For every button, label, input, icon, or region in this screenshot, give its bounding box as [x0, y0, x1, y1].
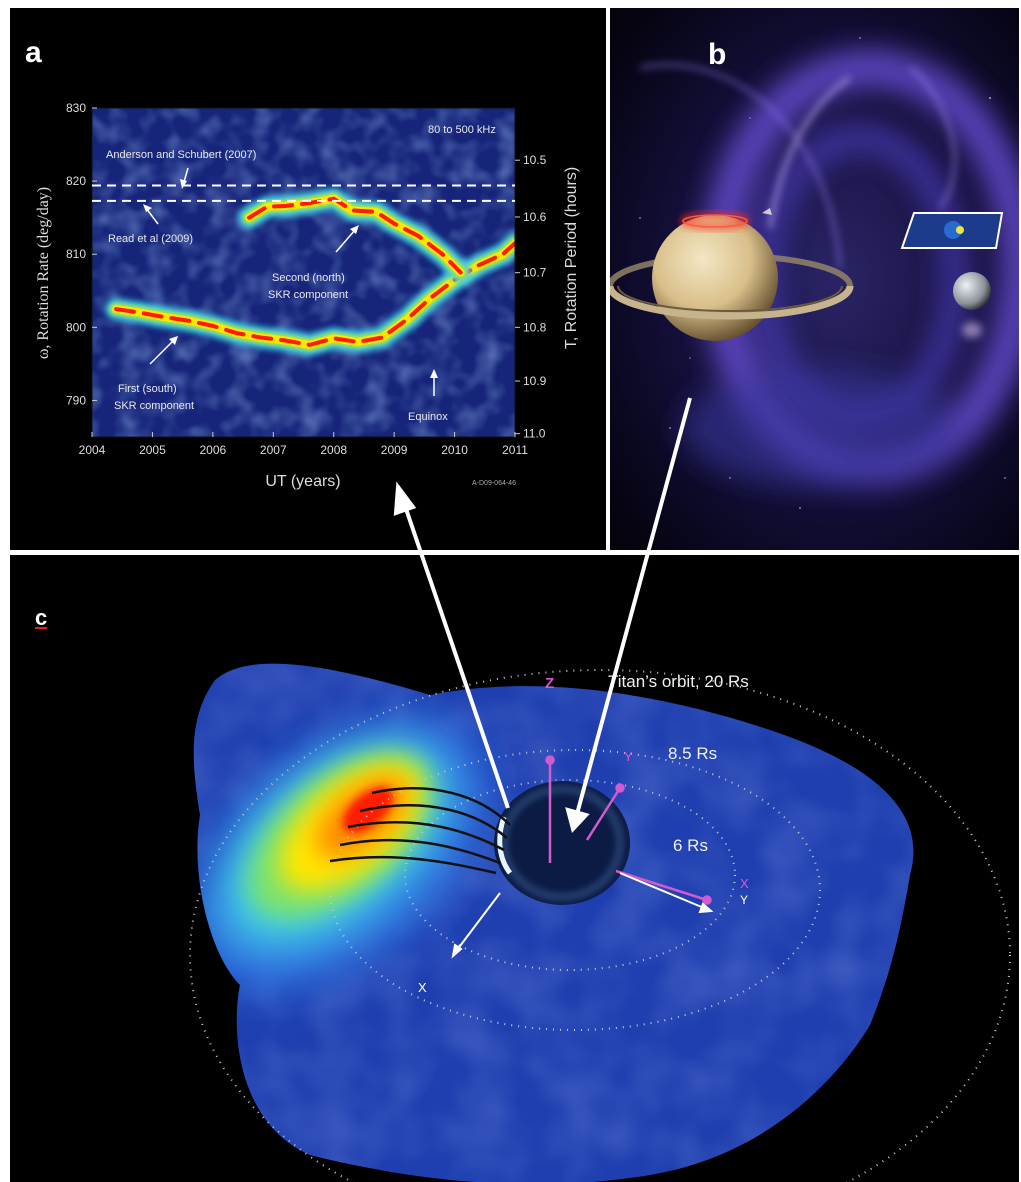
y-right-tick-label: 10.9	[523, 374, 547, 388]
y-tick-label: 790	[66, 393, 86, 407]
x-axis-label: UT (years)	[265, 473, 340, 490]
orbit-20rs	[189, 669, 1011, 1182]
panel-c: Titan’s orbit, 20 Rs 8.5 Rs 6 Rs Z Y X Y…	[10, 555, 1019, 1182]
y-right-tick-label: 10.6	[523, 210, 547, 224]
annotation-equinox: Equinox	[408, 411, 448, 423]
panel-letter-b: b	[708, 38, 727, 71]
y-tick-label: 830	[66, 101, 86, 115]
y-right-axis-label: T, Rotation Period (hours)	[563, 167, 580, 349]
orbit-6rs	[404, 779, 736, 971]
arrow-second	[335, 225, 359, 253]
annotation-first-line1: First (south)	[118, 383, 177, 395]
arrow-equinox	[430, 369, 438, 396]
saturn-illustration	[610, 8, 1019, 550]
annotation-first-line2: SKR component	[114, 400, 194, 412]
moon	[953, 272, 991, 310]
x-tick-label: 2005	[139, 443, 166, 457]
figure-id: A-D09-064-46	[472, 480, 516, 487]
panel-a: a 2004 2005 2006 2007 2008 2009 2010 2011 790 80…	[10, 8, 606, 550]
panel-letter-a: a	[25, 36, 42, 69]
label-8-5rs: 8.5 Rs	[668, 744, 717, 763]
annotation-anderson: Anderson and Schubert (2007)	[106, 149, 256, 161]
orbit-8-5rs	[329, 749, 821, 1031]
skr-bands	[105, 187, 515, 356]
arrow-first	[149, 336, 178, 365]
x-tick-label: 2006	[200, 443, 227, 457]
y-right-tick-label: 10.8	[523, 320, 547, 334]
series-band-2	[238, 187, 472, 284]
label-axis-x-white: X	[418, 980, 427, 995]
spacecraft-icon	[762, 208, 772, 215]
label-axis-x-magenta: X	[740, 876, 749, 891]
saturn-planet	[652, 215, 778, 341]
y-right-tick-label: 10.5	[523, 153, 547, 167]
rotation-rate-chart: 2004 2005 2006 2007 2008 2009 2010 2011 790 800 8…	[35, 101, 580, 490]
saturn-aurora-disk	[494, 781, 630, 905]
annotation-second-line1: Second (north)	[272, 272, 345, 284]
y-right-tick-label: 11.0	[523, 427, 546, 441]
x-tick-label: 2010	[441, 443, 468, 457]
annotation-second-line2: SKR component	[268, 289, 348, 301]
label-6rs: 6 Rs	[673, 836, 708, 855]
panel-letter-c: c	[35, 605, 48, 630]
y-tick-label: 800	[66, 320, 86, 334]
field-lines	[329, 787, 511, 875]
y-right-tick-label: 10.7	[523, 266, 547, 280]
label-axis-z: Z	[545, 675, 554, 692]
annotation-read: Read et al (2009)	[108, 233, 193, 245]
x-tick-label: 2008	[320, 443, 347, 457]
label-titan-orbit: Titan’s orbit, 20 Rs	[608, 672, 749, 691]
y-tick-label: 810	[66, 247, 86, 261]
y-tick-label: 820	[66, 174, 86, 188]
frequency-label: 80 to 500 kHz	[428, 124, 496, 136]
label-axis-y-white: Y	[740, 893, 748, 907]
arrow-read	[143, 204, 159, 225]
label-axis-y-magenta: Y	[624, 749, 633, 764]
x-tick-label: 2004	[79, 443, 106, 457]
x-tick-label: 2009	[381, 443, 408, 457]
y-axis-label: ω, Rotation Rate (deg/day)	[35, 187, 52, 359]
white-axes	[451, 872, 714, 959]
panel-b: b	[610, 8, 1019, 550]
x-tick-label: 2007	[260, 443, 287, 457]
ena-image: Titan’s orbit, 20 Rs 8.5 Rs 6 Rs Z Y X Y…	[189, 663, 1011, 1182]
x-tick-label: 2011	[502, 443, 528, 457]
arrow-anderson	[180, 167, 189, 189]
